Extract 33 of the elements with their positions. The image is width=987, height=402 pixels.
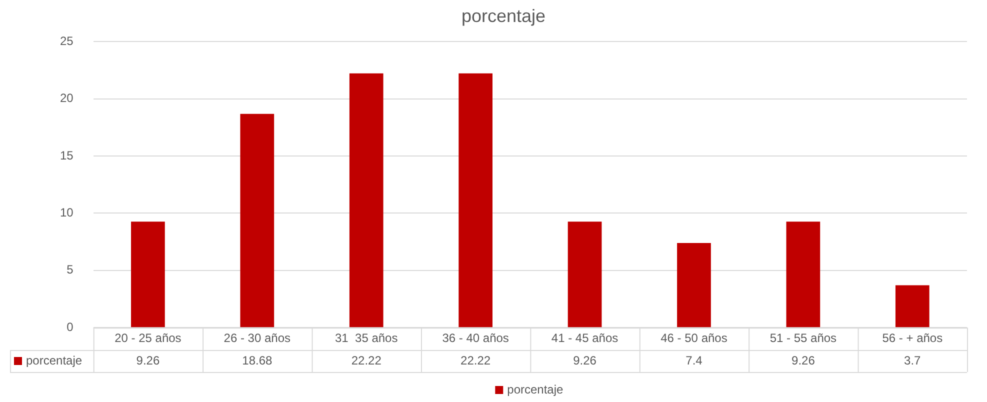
bar xyxy=(568,222,602,328)
x-tick-label: 26 - 30 años xyxy=(224,331,291,346)
data-label: 22.22 xyxy=(460,353,491,368)
chart-title: porcentaje xyxy=(461,6,546,26)
x-tick-label: 51 - 55 años xyxy=(770,331,837,346)
x-tick-label: 36 - 40 años xyxy=(442,331,509,346)
x-tick-label: 46 - 50 años xyxy=(660,331,728,346)
y-tick-label: 0 xyxy=(66,320,74,334)
y-tick-label: 5 xyxy=(66,262,74,277)
data-label: 9.26 xyxy=(136,353,160,368)
bar xyxy=(131,222,165,328)
y-tick-label: 20 xyxy=(60,91,74,106)
x-tick-label: 41 - 45 años xyxy=(551,331,618,346)
data-label: 9.26 xyxy=(792,353,816,368)
legend-label: porcentaje xyxy=(507,382,564,396)
data-label: 18.68 xyxy=(242,353,272,368)
data-label: 3.7 xyxy=(904,353,922,368)
bar xyxy=(677,242,711,328)
bar xyxy=(240,114,274,328)
data-label: 22.22 xyxy=(351,353,382,368)
bar xyxy=(458,73,492,328)
x-tick-label: 31 35 años xyxy=(335,331,398,346)
data-label: 7.4 xyxy=(686,353,703,368)
text: porcentaje xyxy=(26,353,82,368)
x-tick-label: 56 - + años xyxy=(882,331,943,346)
bar xyxy=(786,222,820,328)
bar xyxy=(895,285,930,328)
x-tick-label: 20 - 25 años xyxy=(114,331,182,346)
y-tick-label: 15 xyxy=(60,148,74,162)
y-tick-label: 25 xyxy=(60,34,74,48)
bar xyxy=(349,73,384,328)
y-tick-label: 10 xyxy=(60,206,74,220)
data-label: 9.26 xyxy=(573,353,597,368)
